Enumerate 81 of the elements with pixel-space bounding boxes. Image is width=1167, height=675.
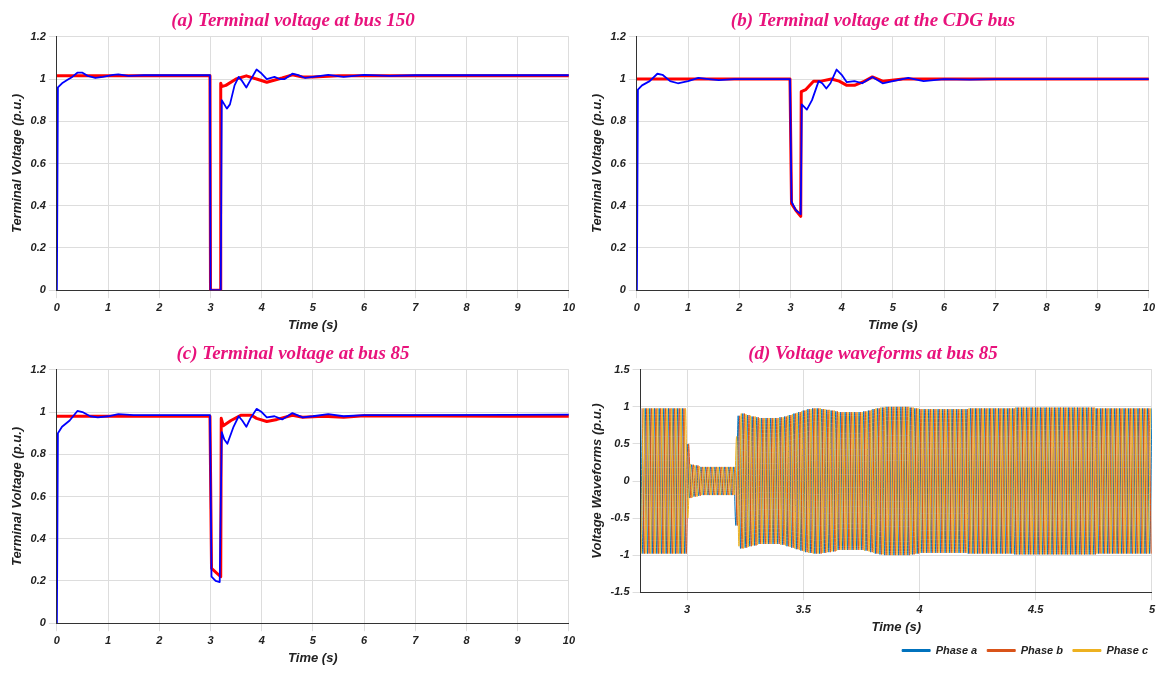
legend-label: Phase c [1106, 643, 1149, 656]
y-tick-label: 0.4 [30, 531, 46, 544]
x-tick-label: 10 [562, 300, 576, 313]
y-tick-label: -1 [619, 548, 630, 561]
x-tick-label: 1 [685, 300, 692, 313]
x-tick-label: 4 [257, 300, 265, 313]
x-tick-label: 3 [207, 300, 214, 313]
y-tick-label: 0.6 [610, 156, 627, 169]
x-tick-label: 7 [412, 633, 420, 646]
x-tick-label: 9 [1094, 300, 1102, 313]
y-axis-title: Terminal Voltage (p.u.) [9, 426, 25, 567]
legend-label: Phase b [1020, 643, 1064, 656]
y-tick-label: 0.2 [30, 574, 46, 586]
x-axis-title: Time (s) [288, 316, 338, 332]
chart-title: (a) Terminal voltage at bus 150 [171, 9, 416, 32]
x-tick-label: 6 [361, 300, 369, 313]
y-tick-label: 1 [39, 72, 46, 85]
y-tick-label: 0.6 [30, 156, 47, 169]
x-axis-title: Time (s) [871, 618, 922, 634]
y-tick-label: 0.6 [30, 489, 47, 502]
x-tick-label: 10 [562, 633, 576, 646]
y-tick-label: 0 [619, 283, 627, 296]
y-axis-title: Terminal Voltage (p.u.) [589, 93, 605, 234]
x-tick-label: 4 [915, 602, 923, 615]
x-tick-label: 10 [1142, 300, 1156, 313]
y-tick-label: 1 [39, 405, 46, 418]
x-tick-label: 5 [889, 300, 897, 313]
y-axis-title: Voltage Waveforms (p.u.) [589, 403, 605, 559]
y-tick-label: 1 [619, 72, 626, 85]
y-tick-label: 1.2 [610, 29, 626, 42]
x-tick-label: 1 [105, 300, 112, 313]
y-tick-label: 1 [623, 399, 630, 412]
x-axis-title: Time (s) [868, 316, 918, 332]
x-tick-label: 7 [412, 300, 420, 313]
x-tick-label: 3 [683, 602, 691, 615]
x-tick-label: 7 [992, 300, 1000, 313]
chart-title: (c) Terminal voltage at bus 85 [176, 342, 411, 365]
y-tick-label: 0.8 [610, 114, 627, 127]
x-tick-label: 8 [1043, 300, 1051, 313]
y-tick-label: 0.5 [614, 436, 631, 449]
y-tick-label: 0 [39, 283, 47, 296]
x-tick-label: 5 [309, 300, 317, 313]
x-tick-label: 4.5 [1027, 602, 1045, 615]
y-tick-label: 0 [623, 474, 631, 487]
y-tick-label: -1.5 [610, 585, 631, 598]
x-tick-label: 0 [53, 300, 61, 313]
x-tick-label: 9 [514, 633, 522, 646]
x-tick-label: 6 [941, 300, 949, 313]
x-tick-label: 3.5 [795, 602, 812, 615]
x-tick-label: 1 [105, 633, 112, 646]
y-tick-label: 0.8 [30, 114, 47, 127]
x-tick-label: 5 [309, 633, 317, 646]
chart-title: (b) Terminal voltage at the CDG bus [730, 9, 1016, 32]
y-tick-label: 0.8 [30, 447, 47, 460]
legend-label: Phase a [935, 643, 978, 656]
x-tick-label: 9 [514, 300, 522, 313]
x-axis-title: Time (s) [288, 649, 338, 665]
x-tick-label: 5 [1148, 602, 1156, 615]
x-tick-label: 0 [633, 300, 641, 313]
x-tick-label: 4 [837, 300, 845, 313]
y-tick-label: 0.2 [610, 241, 626, 253]
y-tick-label: 1.2 [30, 362, 46, 375]
y-tick-label: -0.5 [610, 511, 631, 524]
y-axis-title: Terminal Voltage (p.u.) [9, 93, 25, 234]
y-tick-label: 0.4 [610, 198, 626, 211]
x-tick-label: 8 [463, 633, 471, 646]
x-tick-label: 3 [787, 300, 794, 313]
x-tick-label: 0 [53, 633, 61, 646]
x-tick-label: 2 [155, 300, 163, 313]
y-tick-label: 0 [39, 616, 47, 629]
x-tick-label: 4 [257, 633, 265, 646]
x-tick-label: 3 [207, 633, 214, 646]
y-tick-label: 1.5 [614, 362, 631, 375]
x-tick-label: 6 [361, 633, 369, 646]
y-tick-label: 0.4 [30, 198, 46, 211]
y-tick-label: 0.2 [30, 241, 46, 253]
y-tick-label: 1.2 [30, 29, 46, 42]
x-tick-label: 2 [155, 633, 163, 646]
chart-title: (d) Voltage waveforms at bus 85 [748, 342, 999, 365]
x-tick-label: 2 [735, 300, 743, 313]
x-tick-label: 8 [463, 300, 471, 313]
